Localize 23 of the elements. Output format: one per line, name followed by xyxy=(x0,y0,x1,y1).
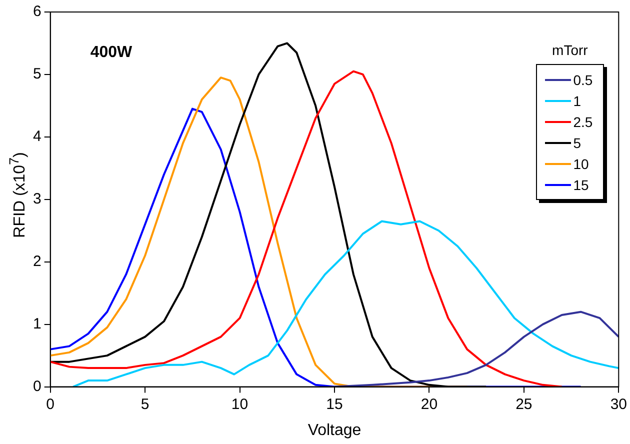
annotation: 400W xyxy=(90,44,134,61)
legend-label: 2.5 xyxy=(573,114,593,130)
legend-label: 15 xyxy=(573,176,589,192)
x-tick-label: 10 xyxy=(231,396,248,413)
legend-label: 5 xyxy=(573,134,581,150)
x-tick-label: 0 xyxy=(46,396,55,413)
x-tick-label: 20 xyxy=(420,396,438,413)
y-tick-label: 0 xyxy=(33,378,42,395)
y-tick-label: 1 xyxy=(33,315,42,332)
x-tick-label: 30 xyxy=(610,396,627,413)
legend-title: mTorr xyxy=(551,42,589,58)
y-tick-label: 2 xyxy=(33,253,42,270)
x-tick-label: 5 xyxy=(140,396,150,413)
y-tick-label: 4 xyxy=(33,128,42,146)
legend-label: 0.5 xyxy=(573,72,593,88)
y-tick-label: 5 xyxy=(33,66,42,83)
x-tick-label: 25 xyxy=(516,396,532,413)
y-tick-label: 6 xyxy=(33,3,42,20)
y-tick-label: 3 xyxy=(33,190,42,208)
x-tick-label: 15 xyxy=(326,396,343,413)
x-axis-title: Voltage xyxy=(308,422,362,439)
legend-label: 1 xyxy=(573,92,581,108)
legend-label: 10 xyxy=(573,156,589,172)
